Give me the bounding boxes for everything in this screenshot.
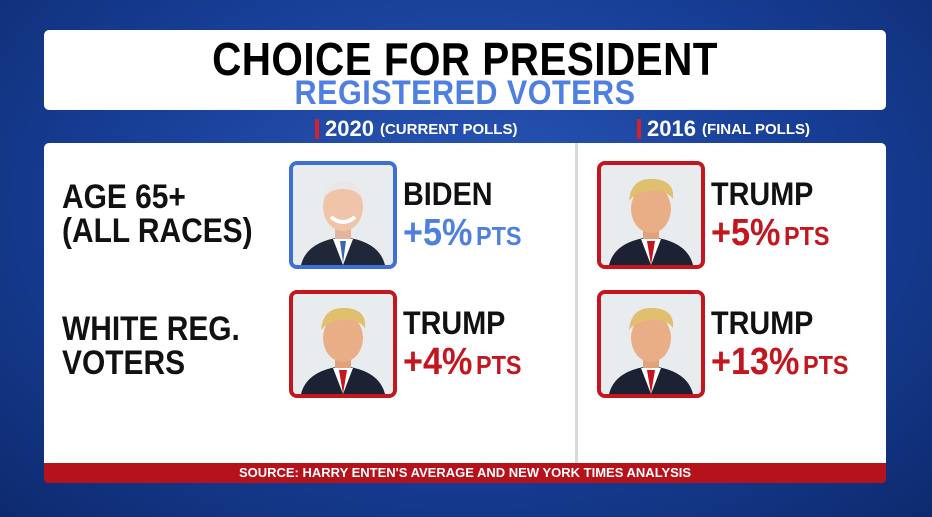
candidate-margin: +13% PTS bbox=[711, 341, 849, 384]
red-marker bbox=[637, 119, 641, 139]
candidate-portrait-trump bbox=[289, 290, 397, 398]
page-subtitle: REGISTERED VOTERS bbox=[294, 74, 636, 112]
candidate-margin: +4% PTS bbox=[403, 341, 522, 384]
column-note: (FINAL POLLS) bbox=[701, 120, 810, 138]
candidate-portrait-trump bbox=[597, 161, 705, 269]
portrait-image bbox=[601, 294, 701, 394]
portrait-image bbox=[293, 165, 393, 265]
column-year: 2016 bbox=[647, 116, 696, 141]
column-year: 2020 bbox=[325, 116, 374, 141]
row-label-white-voters: WHITE REG. VOTERS bbox=[62, 312, 240, 380]
title-box: CHOICE FOR PRESIDENT REGISTERED VOTERS bbox=[44, 30, 886, 112]
margin-value: +5% bbox=[711, 212, 781, 254]
red-marker bbox=[315, 119, 319, 139]
panel-divider bbox=[575, 143, 578, 463]
candidate-portrait-trump bbox=[597, 290, 705, 398]
column-note: (CURRENT POLLS) bbox=[379, 120, 518, 138]
candidate-margin: +5% PTS bbox=[403, 212, 522, 255]
row-label-line: AGE 65+ bbox=[62, 178, 186, 216]
margin-unit: PTS bbox=[784, 221, 830, 251]
column-header-2016: 2016 (FINAL POLLS) bbox=[637, 116, 810, 141]
row-label-line: WHITE REG. bbox=[62, 310, 240, 348]
portrait-image bbox=[293, 294, 393, 394]
margin-value: +13% bbox=[711, 341, 800, 383]
row-label-line: (ALL RACES) bbox=[62, 212, 253, 250]
candidate-margin: +5% PTS bbox=[711, 212, 830, 255]
candidate-name: BIDEN bbox=[403, 176, 493, 212]
margin-unit: PTS bbox=[476, 350, 522, 380]
margin-value: +4% bbox=[403, 341, 473, 383]
source-bar: SOURCE: HARRY ENTEN'S AVERAGE AND NEW YO… bbox=[44, 463, 886, 483]
page-title: CHOICE FOR PRESIDENT bbox=[212, 33, 718, 85]
candidate-portrait-biden bbox=[289, 161, 397, 269]
candidate-name: TRUMP bbox=[403, 305, 506, 341]
candidate-name: TRUMP bbox=[711, 305, 814, 341]
row-label-age: AGE 65+ (ALL RACES) bbox=[62, 180, 253, 248]
margin-unit: PTS bbox=[476, 221, 522, 251]
portrait-image bbox=[601, 165, 701, 265]
margin-unit: PTS bbox=[803, 350, 849, 380]
column-header-2020: 2020 (CURRENT POLLS) bbox=[315, 116, 518, 141]
margin-value: +5% bbox=[403, 212, 473, 254]
candidate-name: TRUMP bbox=[711, 176, 814, 212]
row-label-line: VOTERS bbox=[62, 344, 186, 382]
